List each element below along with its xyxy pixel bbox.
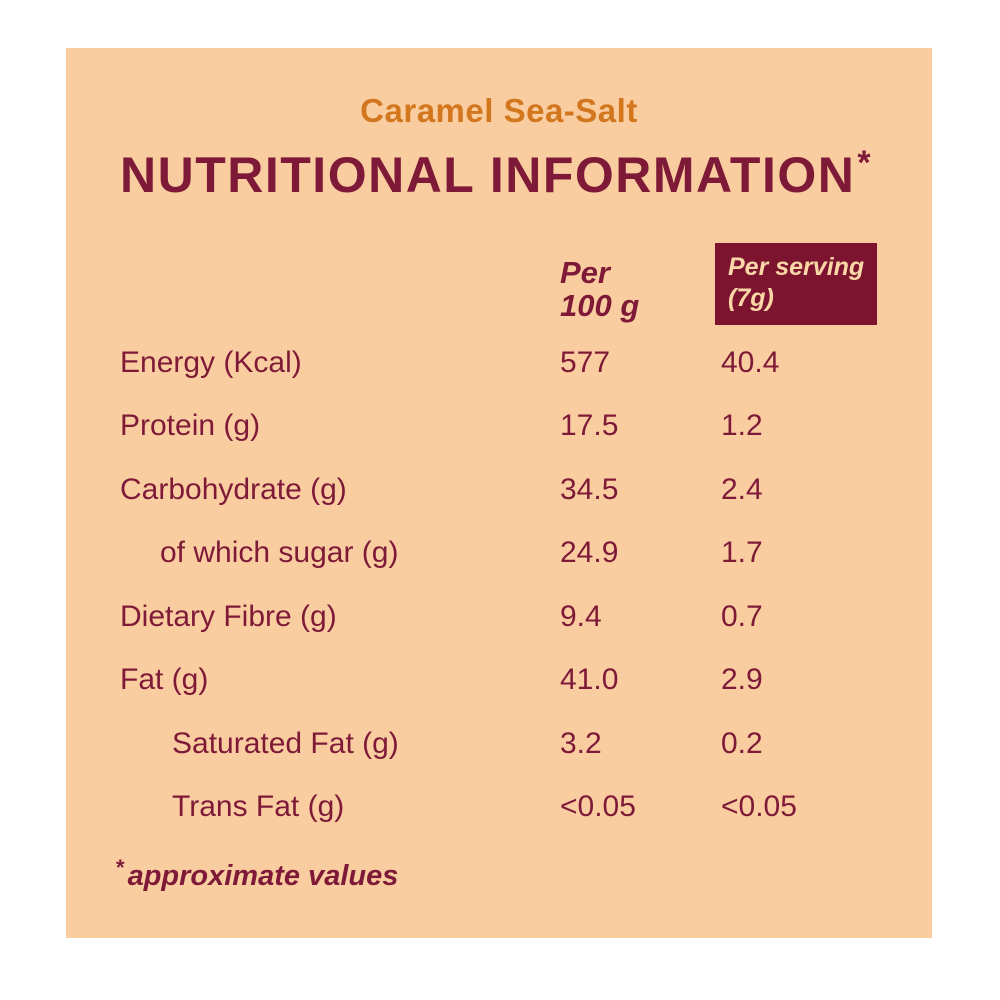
table-row-energy: Energy (Kcal) 577 40.4 [120, 331, 896, 395]
row-value-per-serving: 0.7 [721, 599, 763, 633]
table-row-dietary-fibre: Dietary Fibre (g) 9.4 0.7 [120, 585, 896, 649]
row-value-per-serving: 0.2 [721, 726, 763, 760]
row-value-per-100g: 41.0 [560, 663, 619, 697]
table-row-protein: Protein (g) 17.5 1.2 [120, 395, 896, 459]
per-serving-column-header: Per serving (7g) [715, 243, 877, 325]
nutrition-title-text: NUTRITIONAL INFORMATION [120, 147, 856, 203]
nutrition-table-rows: Energy (Kcal) 577 40.4 Protein (g) 17.5 … [120, 331, 896, 839]
row-value-per-serving: 2.9 [721, 663, 763, 697]
table-header-row: Per 100 g Per serving (7g) [120, 243, 896, 325]
table-row-fat: Fat (g) 41.0 2.9 [120, 649, 896, 713]
per-100g-header-line1: Per [560, 255, 610, 290]
nutrition-label-panel: Caramel Sea-Salt NUTRITIONAL INFORMATION… [66, 48, 932, 938]
table-row-trans-fat: Trans Fat (g) <0.05 <0.05 [120, 776, 896, 840]
flavor-title: Caramel Sea-Salt [360, 92, 638, 129]
row-value-per-serving: 40.4 [721, 345, 780, 379]
row-label: Energy (Kcal) [120, 345, 302, 379]
per-serving-header-line2: (7g) [728, 284, 774, 313]
row-value-per-100g: 9.4 [560, 599, 602, 633]
per-100g-header-line2: 100 g [560, 287, 640, 323]
row-label: Saturated Fat (g) [172, 726, 399, 760]
row-value-per-serving: 1.2 [721, 409, 763, 443]
footnote: * approximate values [116, 855, 399, 893]
footnote-asterisk: * [116, 855, 125, 880]
title-asterisk: * [857, 144, 871, 182]
footnote-text: approximate values [127, 860, 399, 892]
table-row-saturated-fat: Saturated Fat (g) 3.2 0.2 [120, 712, 896, 776]
row-value-per-100g: 17.5 [560, 409, 619, 443]
row-label: of which sugar (g) [160, 536, 399, 570]
table-row-carbohydrate: Carbohydrate (g) 34.5 2.4 [120, 458, 896, 522]
row-value-per-100g: 34.5 [560, 472, 619, 506]
row-label: Protein (g) [120, 409, 261, 443]
row-value-per-100g: 3.2 [560, 726, 602, 760]
table-row-sugar: of which sugar (g) 24.9 1.7 [120, 522, 896, 586]
nutrition-title: NUTRITIONAL INFORMATION* [120, 144, 871, 204]
row-label: Dietary Fibre (g) [120, 599, 337, 633]
row-value-per-serving: 2.4 [721, 472, 763, 506]
row-value-per-100g: 577 [560, 345, 611, 379]
per-serving-header-line1: Per serving [728, 253, 865, 281]
row-value-per-serving: <0.05 [721, 790, 797, 824]
row-value-per-serving: 1.7 [721, 536, 763, 570]
row-label: Carbohydrate (g) [120, 472, 347, 506]
row-label: Fat (g) [120, 663, 209, 697]
row-label: Trans Fat (g) [172, 790, 345, 824]
per-100g-column-header: Per 100 g [560, 243, 715, 322]
row-value-per-100g: <0.05 [560, 790, 636, 824]
row-value-per-100g: 24.9 [560, 536, 619, 570]
